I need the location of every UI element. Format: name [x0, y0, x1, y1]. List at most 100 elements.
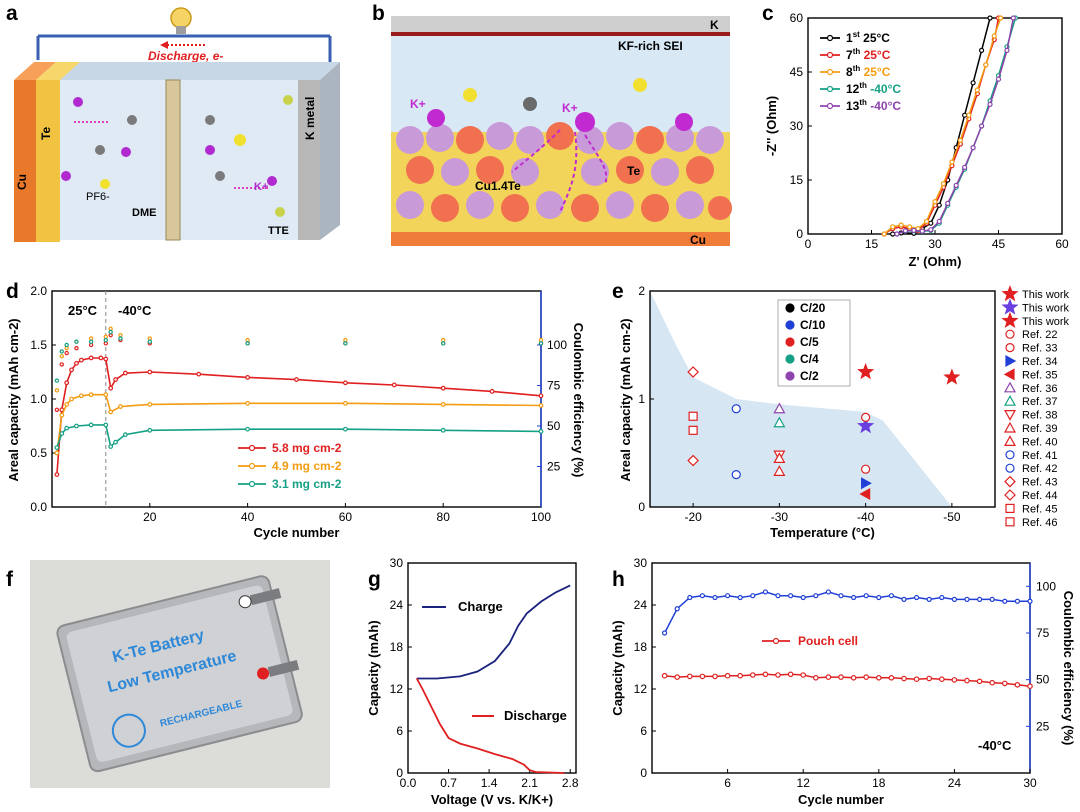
- y-tick-label: 100: [547, 338, 567, 352]
- pouch-cell: K-Te Battery Low Temperature RECHARGEABL…: [56, 575, 303, 773]
- data-point: [440, 385, 446, 391]
- ce-point: [913, 594, 920, 601]
- ref-legend-entry: Ref. 45: [1022, 503, 1057, 515]
- k-metal-layer: [391, 16, 730, 32]
- panel-b-label: b: [372, 2, 385, 25]
- ce-point: [1002, 598, 1008, 604]
- data-point: [538, 429, 544, 434]
- x-tick-label: 2.1: [521, 776, 538, 790]
- x-tick-label: -40: [857, 510, 875, 524]
- legend-entry: 1st 25°C: [846, 30, 890, 45]
- data-point: [749, 672, 756, 678]
- k-metal-label: K metal: [303, 97, 317, 140]
- k-ion: [575, 112, 595, 132]
- separator: [165, 79, 181, 241]
- ce-point: [712, 594, 718, 601]
- data-point: [54, 472, 60, 478]
- ref-legend-entry: Ref. 40: [1022, 436, 1057, 448]
- ce-point: [103, 337, 108, 343]
- lightbulb-icon: [170, 7, 192, 34]
- data-point: [928, 220, 934, 226]
- ref-legend-marker: [1005, 503, 1015, 513]
- data-point: [991, 33, 997, 39]
- ref-legend-marker: [1001, 311, 1019, 329]
- data-point: [976, 678, 983, 685]
- dme-molecule: [205, 115, 215, 125]
- ref-legend-entry: Ref. 33: [1022, 343, 1057, 355]
- y-tick-label: 0: [796, 227, 803, 241]
- k-ion: [205, 145, 215, 155]
- data-point: [857, 416, 875, 434]
- y-tick-label: 50: [1036, 673, 1050, 687]
- data-point: [294, 377, 299, 382]
- dme-molecule: [215, 171, 225, 181]
- ce-point: [825, 589, 832, 595]
- tte-label: TTE: [268, 225, 289, 237]
- panel-e-label: e: [612, 280, 624, 303]
- ref-legend-marker: [1005, 463, 1015, 473]
- data-point: [926, 675, 933, 682]
- y-tick-label: 24: [634, 598, 648, 612]
- data-point: [113, 439, 118, 445]
- ce-point: [876, 594, 882, 601]
- legend-entry: Discharge: [504, 708, 567, 723]
- data-point: [686, 673, 693, 680]
- data-point: [890, 231, 896, 237]
- data-point: [1010, 15, 1016, 21]
- series-line: [56, 357, 542, 475]
- data-point: [800, 672, 807, 678]
- x-tick-label: 0: [805, 237, 812, 251]
- ref-legend-marker: [1005, 343, 1015, 353]
- data-point: [122, 370, 128, 376]
- data-point: [343, 400, 348, 406]
- ref-legend-entry: Ref. 44: [1022, 490, 1057, 502]
- ce-point: [964, 596, 970, 603]
- kplus-label: K+: [254, 181, 268, 193]
- legend-entry: 7th 25°C: [846, 47, 891, 62]
- y-tick-label: 1.5: [30, 338, 47, 352]
- k-layer-label: K: [710, 18, 719, 32]
- data-point: [1004, 47, 1010, 54]
- tte-molecule: [275, 207, 285, 217]
- data-point: [919, 228, 925, 234]
- data-point: [391, 382, 397, 388]
- x-tick-label: 1.4: [481, 776, 498, 790]
- ce-point: [54, 388, 60, 393]
- ce-point: [737, 594, 743, 601]
- cu14te-label: Cu1.4Te: [475, 179, 521, 193]
- legend-entry: Pouch cell: [798, 634, 858, 648]
- y-tick-label: 75: [547, 378, 561, 392]
- x-tick-label: 40: [241, 510, 255, 524]
- rate-legend-marker: [785, 354, 795, 364]
- x-tick-label: 20: [143, 510, 157, 524]
- y2-axis-label: Coulombic efficiency (%): [571, 323, 586, 478]
- ce-point: [343, 341, 348, 346]
- x-tick-label: 100: [531, 510, 551, 524]
- ref-legend-entry: Ref. 36: [1022, 383, 1057, 395]
- ce-point: [976, 596, 983, 603]
- sei-label: KF-rich SEI: [618, 39, 683, 53]
- tab-negative: [249, 588, 282, 606]
- b-kplus1-label: K+: [410, 97, 426, 111]
- panel-h-label: h: [612, 568, 625, 591]
- ref-legend-entry: Ref. 22: [1022, 329, 1057, 341]
- data-point: [103, 422, 109, 428]
- data-point: [987, 101, 993, 108]
- ref-legend-entry: Ref. 41: [1022, 450, 1057, 462]
- data-point: [863, 674, 870, 680]
- feasible-region: [650, 291, 952, 507]
- data-point: [74, 360, 79, 366]
- ref-legend-entry: This work: [1022, 302, 1070, 314]
- y-tick-label: 30: [790, 119, 804, 133]
- panel-f-label: f: [6, 568, 14, 591]
- ref-legend-entry: Ref. 37: [1022, 396, 1057, 408]
- legend-entry: 13th -40°C: [846, 98, 901, 113]
- y-tick-label: 25: [547, 459, 561, 473]
- data-point: [688, 425, 698, 435]
- ce-point: [724, 593, 731, 599]
- ref-legend-marker: [1005, 517, 1015, 527]
- data-point: [1014, 681, 1021, 688]
- y-tick-label: 15: [790, 173, 804, 187]
- data-point: [936, 202, 942, 208]
- ce-point: [775, 593, 781, 599]
